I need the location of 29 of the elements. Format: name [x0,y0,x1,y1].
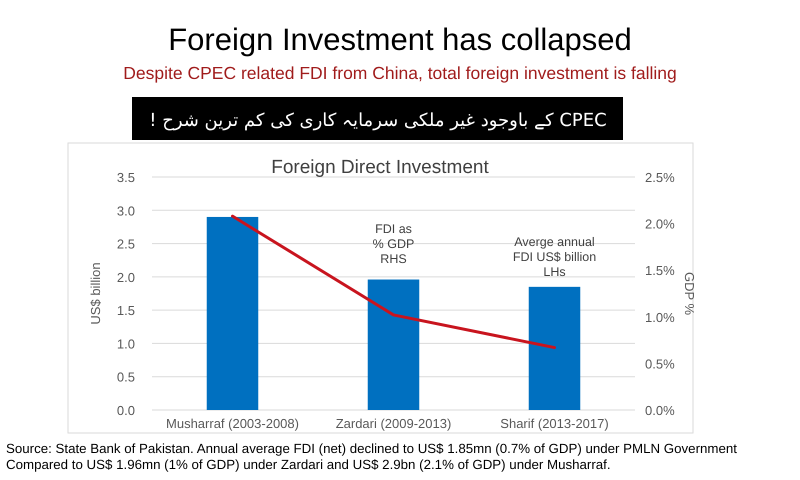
text: CPEC کے باوجود غیر ملکی سرمایہ کاری کی کم ترین شرح ! [149,110,607,131]
y-axis-title: US$ billion [88,262,103,325]
y-tick-label: 0.5 [116,370,135,385]
y2-tick-label: 0.0% [645,403,676,418]
x-tick-label: Zardari (2009-2013) [336,416,452,431]
y2-tick-label: 0.5% [645,356,676,372]
source-note: Source: State Bank of Pakistan. Annual average FDI (net) declined to US$ 1.85mn (0.7% of GDP) under PMLN Government Compared to US$ 1.96mn (1% of GDP) under Zardari and US$ 2.9bn (2.1% of GDP) under Musharraf. [6,441,738,472]
annotation: Averge annual FDI US$ billion LHs [512,235,596,279]
x-tick-label: Musharraf (2003-2008) [166,416,299,431]
y-tick-label: 3.5 [116,170,135,185]
y2-tick-label: 2.0% [645,216,676,232]
y-tick-label: 2.0 [116,270,135,285]
annotation: Foreign Direct Investment [271,157,490,178]
y2-tick-label: 2.5% [645,170,676,185]
y2-tick-label: 1.5% [645,263,676,278]
y-tick-label: 3.0 [116,203,135,218]
bar [528,286,580,410]
x-tick-label: Sharif (2013-2017) [500,416,609,431]
y-tick-label: 0.0 [116,403,135,418]
y2-tick-label: 1.0% [645,310,676,325]
chart-subtitle: Despite CPEC related FDI from China, total foreign investment is falling [123,63,677,83]
y-tick-label: 1.5 [116,303,135,318]
bar [206,216,258,410]
bar [368,280,420,410]
annotation: FDI as % GDP RHS [372,222,414,266]
y2-axis-title: GDP % [682,272,697,316]
y-tick-label: 2.5 [116,236,135,252]
chart-title: Foreign Investment has collapsed [168,22,632,57]
y-tick-label: 1.0 [116,336,135,352]
